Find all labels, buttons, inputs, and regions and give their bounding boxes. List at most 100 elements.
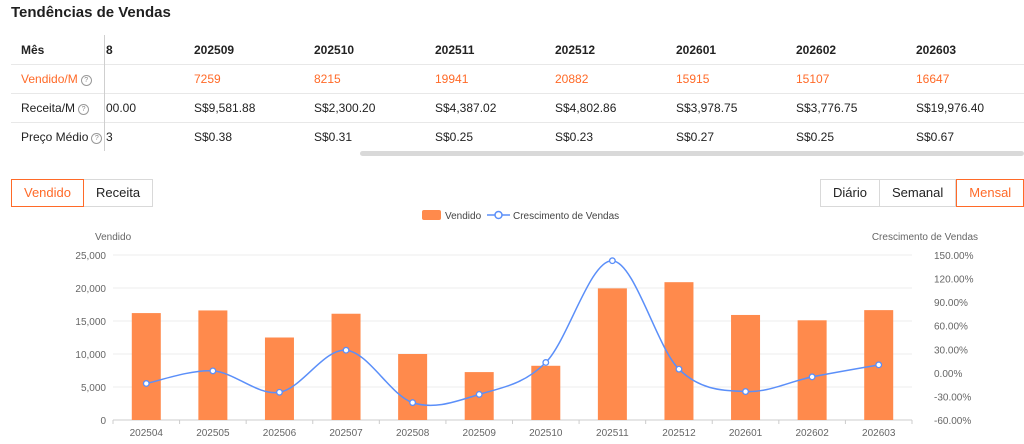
legend-line-marker xyxy=(494,210,503,220)
y-left-tick-label: 15,000 xyxy=(75,317,106,328)
page-title: Tendências de Vendas xyxy=(11,4,171,21)
row-label-text: Vendido/M xyxy=(21,72,78,86)
table-cell: 7259 xyxy=(194,72,221,86)
x-tick-label: 202508 xyxy=(396,428,430,439)
table-row-vendido: Vendido/M? 7259 8215 19941 20882 15915 1… xyxy=(11,64,1024,94)
table-header-row: Mês 8 202509 202510 202511 202512 202601… xyxy=(11,35,1024,65)
table-cell: S$0.27 xyxy=(676,130,715,144)
table-cell: 20882 xyxy=(555,72,589,86)
question-circle-icon[interactable]: ? xyxy=(78,104,90,115)
table-cell: S$9,581.88 xyxy=(194,101,256,115)
y-right-tick-label: 120.00% xyxy=(934,275,974,286)
table-cell: 19941 xyxy=(435,72,469,86)
x-tick-label: 202507 xyxy=(329,428,363,439)
y-left-tick-label: 25,000 xyxy=(75,251,106,262)
growth-point xyxy=(209,367,217,375)
metric-vendido-button[interactable]: Vendido xyxy=(11,179,84,207)
header-label: Mês xyxy=(21,43,45,57)
y-right-tick-label: -60.00% xyxy=(934,416,971,427)
table-cell: S$0.23 xyxy=(555,130,594,144)
table-cell: S$0.67 xyxy=(916,130,955,144)
period-mensal-button[interactable]: Mensal xyxy=(956,179,1024,207)
row-label-text: Receita/M xyxy=(21,101,76,115)
table-cell-partial: 00.00 xyxy=(106,101,137,115)
row-label: Receita/M? xyxy=(21,101,90,115)
x-tick-label: 202510 xyxy=(529,428,563,439)
y-right-tick-label: 150.00% xyxy=(934,251,974,262)
y-left-tick-label: 10,000 xyxy=(75,350,106,361)
header-cell: 202601 xyxy=(676,43,717,57)
bar xyxy=(131,313,161,420)
frozen-column-divider xyxy=(104,35,105,151)
growth-point xyxy=(742,388,749,396)
table-cell: 15107 xyxy=(796,72,830,86)
table-cell: 8215 xyxy=(314,72,341,86)
period-semanal-button[interactable]: Semanal xyxy=(879,179,957,207)
y-left-tick-label: 0 xyxy=(100,416,106,427)
growth-point xyxy=(276,388,283,396)
table-row-preco: Preço Médio? 3 S$0.38 S$0.31 S$0.25 S$0.… xyxy=(11,122,1024,151)
bar xyxy=(531,365,561,420)
x-tick-label: 202505 xyxy=(196,428,230,439)
growth-point xyxy=(675,365,683,373)
legend-label: Crescimento de Vendas xyxy=(513,211,619,222)
table-cell: S$0.38 xyxy=(194,130,233,144)
growth-point xyxy=(808,373,816,381)
table-cell: S$3,978.75 xyxy=(676,101,738,115)
y-right-tick-label: 30.00% xyxy=(934,345,968,356)
growth-line xyxy=(146,259,879,407)
table-row-receita: Receita/M? 00.00 S$9,581.88 S$2,300.20 S… xyxy=(11,93,1024,123)
table-cell: S$4,802.86 xyxy=(555,101,617,115)
y-right-tick-label: 60.00% xyxy=(934,322,968,333)
header-cell: 202509 xyxy=(194,43,235,57)
monthly-summary-table: Mês 8 202509 202510 202511 202512 202601… xyxy=(11,35,1024,151)
growth-point xyxy=(142,380,150,387)
row-label: Vendido/M? xyxy=(21,72,92,86)
header-cell: 202603 xyxy=(916,43,957,57)
header-cell: 202511 xyxy=(435,43,475,57)
growth-point xyxy=(608,257,616,265)
table-cell: S$19,976.40 xyxy=(916,101,985,115)
table-cell: S$4,387.02 xyxy=(435,101,497,115)
metric-toggle: Vendido Receita xyxy=(11,179,154,207)
growth-point xyxy=(875,361,883,369)
bar xyxy=(331,313,361,420)
row-label: Preço Médio? xyxy=(21,130,103,144)
y-left-axis-title: Vendido xyxy=(95,232,132,243)
legend-bar-swatch xyxy=(422,210,441,220)
table-cell-partial: 3 xyxy=(106,130,113,144)
header-cell: 202602 xyxy=(796,43,837,57)
x-tick-label: 202601 xyxy=(729,428,763,439)
table-cell: S$3,776.75 xyxy=(796,101,858,115)
period-toggle: Diário Semanal Mensal xyxy=(820,179,1024,207)
bar xyxy=(731,314,761,420)
growth-point xyxy=(475,390,483,398)
question-circle-icon[interactable]: ? xyxy=(91,133,103,144)
growth-point xyxy=(409,399,417,407)
bar xyxy=(264,337,294,420)
table-cell: 16647 xyxy=(916,72,950,86)
table-horizontal-scrollbar[interactable] xyxy=(360,151,1024,156)
y-right-tick-label: 0.00% xyxy=(934,369,962,380)
y-right-tick-label: -30.00% xyxy=(934,392,971,403)
period-diario-button[interactable]: Diário xyxy=(820,179,880,207)
header-cell: 202510 xyxy=(314,43,355,57)
x-tick-label: 202603 xyxy=(862,428,896,439)
x-tick-label: 202512 xyxy=(662,428,696,439)
growth-point xyxy=(542,359,550,366)
bar xyxy=(398,354,428,420)
bar xyxy=(664,282,694,420)
y-left-tick-label: 5,000 xyxy=(81,383,106,394)
x-tick-label: 202506 xyxy=(263,428,297,439)
bar xyxy=(198,310,228,420)
x-tick-label: 202511 xyxy=(596,428,629,439)
growth-point xyxy=(342,346,350,354)
x-tick-label: 202509 xyxy=(463,428,497,439)
bar xyxy=(597,288,627,420)
table-cell: S$0.25 xyxy=(435,130,474,144)
question-circle-icon[interactable]: ? xyxy=(80,75,92,86)
legend-label: Vendido xyxy=(445,211,482,222)
metric-receita-button[interactable]: Receita xyxy=(84,179,154,207)
table-cell: S$0.25 xyxy=(796,130,835,144)
y-left-tick-label: 20,000 xyxy=(75,284,106,295)
